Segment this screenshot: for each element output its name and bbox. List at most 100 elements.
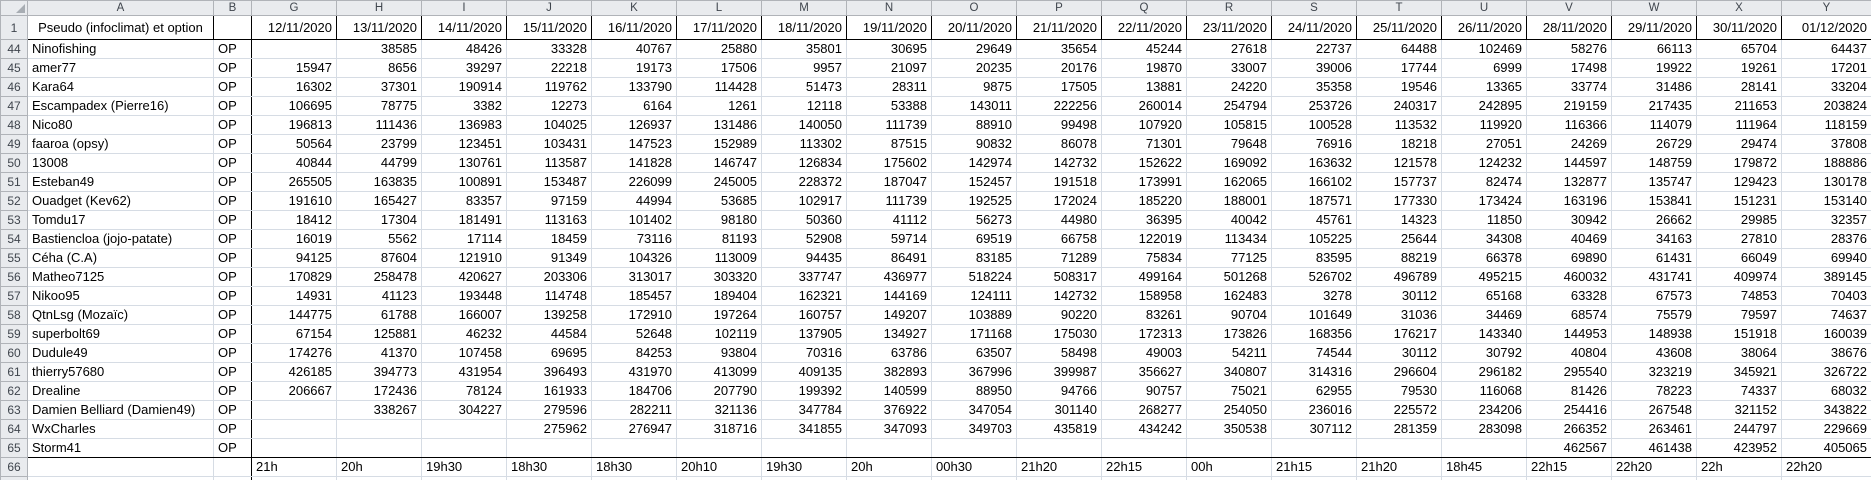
value-cell[interactable]: 58276 [1526,39,1612,59]
value-cell[interactable]: 68574 [1526,305,1612,325]
value-cell[interactable]: 83357 [421,191,507,211]
value-cell[interactable]: 50564 [251,134,337,154]
time-cell[interactable]: 21h20 [1016,457,1102,477]
value-cell[interactable]: 176217 [1356,324,1442,344]
row-number[interactable]: 48 [0,115,28,135]
value-cell[interactable]: 41123 [336,286,422,306]
value-cell[interactable]: 36395 [1101,210,1187,230]
value-cell[interactable]: 409135 [761,362,847,382]
value-cell[interactable]: 78775 [336,96,422,116]
date-header-cell[interactable]: 26/11/2020 [1441,15,1527,40]
value-cell[interactable]: 13365 [1441,77,1527,97]
value-cell[interactable]: 34163 [1611,229,1697,249]
row-number[interactable]: 45 [0,58,28,78]
value-cell[interactable]: 19173 [591,58,677,78]
value-cell[interactable]: 40767 [591,39,677,59]
value-cell[interactable]: 413099 [676,362,762,382]
value-cell[interactable]: 321136 [676,400,762,420]
column-letter-P[interactable]: P [1016,0,1102,16]
value-cell[interactable]: 56273 [931,210,1017,230]
value-cell[interactable]: 304227 [421,400,507,420]
value-cell[interactable]: 152457 [931,172,1017,192]
value-cell[interactable]: 35654 [1016,39,1102,59]
value-cell[interactable]: 40469 [1526,229,1612,249]
value-cell[interactable]: 17114 [421,229,507,249]
value-cell[interactable]: 153841 [1611,191,1697,211]
value-cell[interactable]: 35801 [761,39,847,59]
date-header-cell[interactable]: 24/11/2020 [1271,15,1357,40]
value-cell[interactable]: 33328 [506,39,592,59]
value-cell[interactable]: 100891 [421,172,507,192]
date-header-cell[interactable]: 13/11/2020 [336,15,422,40]
column-letter-X[interactable]: X [1696,0,1782,16]
value-cell[interactable]: 40042 [1186,210,1272,230]
value-cell[interactable]: 11850 [1441,210,1527,230]
value-cell[interactable]: 207790 [676,381,762,401]
time-cell[interactable]: 20h [846,457,932,477]
value-cell[interactable]: 203306 [506,267,592,287]
value-cell[interactable]: 143011 [931,96,1017,116]
value-cell[interactable]: 307112 [1271,419,1357,439]
value-cell[interactable]: 268277 [1101,400,1187,420]
value-cell[interactable]: 389145 [1781,267,1871,287]
date-header-cell[interactable]: 12/11/2020 [251,15,337,40]
value-cell[interactable]: 175030 [1016,324,1102,344]
value-cell[interactable]: 113532 [1356,115,1442,135]
value-cell[interactable]: 90704 [1186,305,1272,325]
row-number[interactable]: 61 [0,362,28,382]
value-cell[interactable]: 295540 [1526,362,1612,382]
value-cell[interactable]: 49003 [1101,343,1187,363]
value-cell[interactable]: 130761 [421,153,507,173]
value-cell[interactable]: 45244 [1101,39,1187,59]
time-cell[interactable]: 18h45 [1441,457,1527,477]
value-cell[interactable] [251,419,337,439]
value-cell[interactable]: 153140 [1781,191,1871,211]
value-cell[interactable]: 151918 [1696,324,1782,344]
value-cell[interactable] [251,39,337,59]
value-cell[interactable]: 13881 [1101,77,1187,97]
value-cell[interactable]: 75579 [1611,305,1697,325]
option-cell[interactable]: OP [213,115,252,135]
value-cell[interactable]: 94125 [251,248,337,268]
value-cell[interactable]: 129423 [1696,172,1782,192]
value-cell[interactable]: 193448 [421,286,507,306]
value-cell[interactable]: 12273 [506,96,592,116]
value-cell[interactable] [591,438,677,458]
value-cell[interactable] [251,400,337,420]
value-cell[interactable]: 345921 [1696,362,1782,382]
value-cell[interactable]: 78124 [421,381,507,401]
value-cell[interactable]: 113302 [761,134,847,154]
value-cell[interactable]: 63328 [1526,286,1612,306]
option-cell[interactable]: OP [213,343,252,363]
pseudo-cell[interactable]: Céha (C.A) [27,248,214,268]
value-cell[interactable] [931,438,1017,458]
value-cell[interactable]: 142732 [1016,153,1102,173]
value-cell[interactable]: 62955 [1271,381,1357,401]
value-cell[interactable]: 148938 [1611,324,1697,344]
value-cell[interactable]: 61431 [1611,248,1697,268]
value-cell[interactable]: 86491 [846,248,932,268]
value-cell[interactable]: 35358 [1271,77,1357,97]
value-cell[interactable]: 296604 [1356,362,1442,382]
value-cell[interactable]: 314316 [1271,362,1357,382]
column-letter-U[interactable]: U [1441,0,1527,16]
column-letter-J[interactable]: J [506,0,592,16]
value-cell[interactable]: 38064 [1696,343,1782,363]
value-cell[interactable]: 135747 [1611,172,1697,192]
time-cell[interactable]: 18h30 [591,457,677,477]
value-cell[interactable]: 226099 [591,172,677,192]
value-cell[interactable]: 40844 [251,153,337,173]
column-letter-K[interactable]: K [591,0,677,16]
value-cell[interactable]: 152989 [676,134,762,154]
value-cell[interactable]: 86078 [1016,134,1102,154]
value-cell[interactable]: 124232 [1441,153,1527,173]
time-cell[interactable]: 19h30 [421,457,507,477]
value-cell[interactable]: 526702 [1271,267,1357,287]
option-cell[interactable]: OP [213,58,252,78]
date-header-cell[interactable]: 01/12/2020 [1781,15,1871,40]
option-cell[interactable]: OP [213,305,252,325]
value-cell[interactable]: 396493 [506,362,592,382]
option-cell[interactable]: OP [213,153,252,173]
value-cell[interactable]: 39006 [1271,58,1357,78]
select-all-corner[interactable] [0,0,28,16]
